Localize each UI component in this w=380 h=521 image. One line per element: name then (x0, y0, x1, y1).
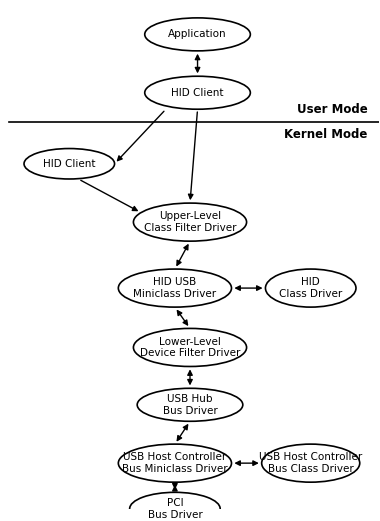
Text: HID Client: HID Client (43, 159, 95, 169)
Text: USB Host Controller
Bus Class Driver: USB Host Controller Bus Class Driver (259, 452, 363, 474)
Text: User Mode: User Mode (296, 103, 367, 116)
Text: Upper-Level
Class Filter Driver: Upper-Level Class Filter Driver (144, 212, 236, 233)
Text: HID Client: HID Client (171, 88, 224, 98)
Text: USB Host Controller
Bus Miniclass Driver: USB Host Controller Bus Miniclass Driver (122, 452, 228, 474)
Text: HID
Class Driver: HID Class Driver (279, 277, 342, 299)
Text: USB Hub
Bus Driver: USB Hub Bus Driver (163, 394, 217, 416)
Text: HID USB
Miniclass Driver: HID USB Miniclass Driver (133, 277, 217, 299)
Text: PCI
Bus Driver: PCI Bus Driver (147, 498, 202, 519)
Text: Lower-Level
Device Filter Driver: Lower-Level Device Filter Driver (140, 337, 240, 358)
Text: Kernel Mode: Kernel Mode (284, 128, 367, 141)
Text: Application: Application (168, 29, 227, 40)
